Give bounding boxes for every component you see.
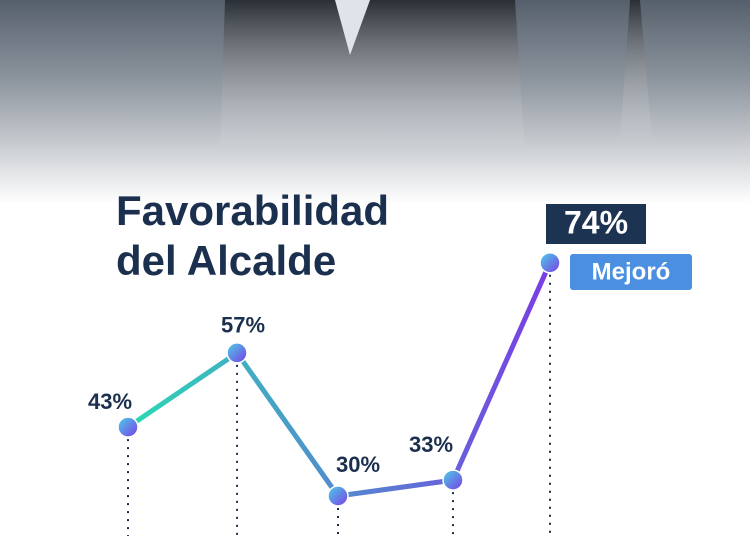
- value-label: 33%: [409, 432, 453, 457]
- point: [539, 252, 561, 274]
- shirt: [335, 0, 370, 55]
- highlight-badge: [546, 204, 646, 244]
- point: [327, 485, 349, 507]
- annotation: Mejoró: [592, 258, 671, 285]
- value-label: 30%: [336, 452, 380, 477]
- point: [117, 416, 139, 438]
- point: [442, 469, 464, 491]
- value-label: 74%: [564, 204, 628, 240]
- point: [226, 342, 248, 364]
- annotation-badge: [570, 254, 692, 290]
- tower: [620, 0, 652, 140]
- value-label: 57%: [221, 313, 265, 338]
- value-label: 43%: [88, 389, 132, 414]
- chart-title: Favorabilidad del Alcalde: [116, 187, 390, 284]
- person-silhouette: [220, 0, 525, 150]
